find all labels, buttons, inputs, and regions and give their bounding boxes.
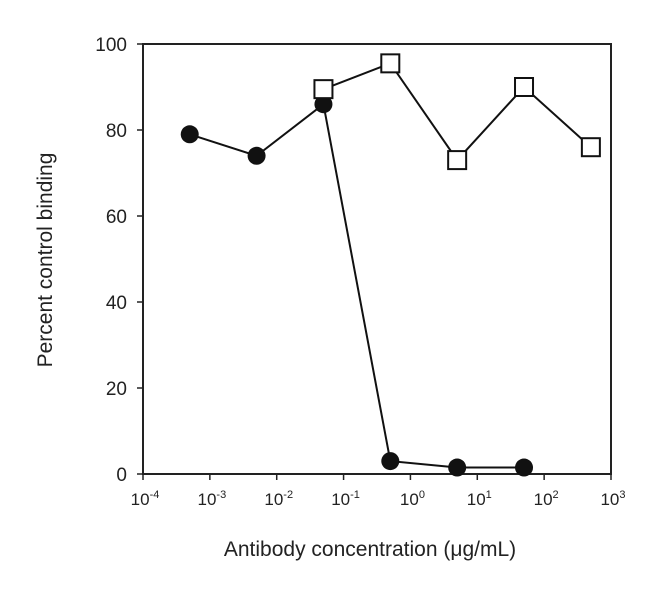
x-tick-exponent: -4 bbox=[150, 489, 160, 501]
data-point-circle bbox=[247, 146, 266, 165]
y-axis-label: Percent control binding bbox=[34, 153, 57, 368]
data-point-square bbox=[380, 53, 401, 74]
x-tick-exponent: 1 bbox=[486, 489, 492, 501]
data-point-square bbox=[514, 77, 535, 97]
data-point-circle bbox=[448, 458, 467, 477]
data-point-circle bbox=[381, 452, 400, 471]
data-point-square bbox=[313, 79, 334, 100]
x-tick-label: 10-3 bbox=[198, 489, 227, 509]
x-tick-base: 10 bbox=[467, 490, 486, 509]
x-tick-exponent: 2 bbox=[553, 489, 559, 501]
data-point-square bbox=[447, 150, 468, 171]
x-tick-base: 10 bbox=[264, 490, 283, 509]
x-tick-exponent: 0 bbox=[419, 489, 425, 501]
x-tick-exponent: -2 bbox=[283, 489, 293, 501]
open-squares-line bbox=[323, 62, 592, 162]
x-tick-exponent: 3 bbox=[619, 489, 625, 501]
x-tick-base: 10 bbox=[331, 490, 350, 509]
x-tick-exponent: -3 bbox=[216, 489, 226, 501]
y-tick-label: 40 bbox=[106, 293, 127, 314]
plot-frame bbox=[142, 43, 612, 475]
x-tick-label: 100 bbox=[400, 489, 425, 509]
data-point-circle bbox=[515, 458, 534, 477]
x-tick-base: 10 bbox=[600, 490, 619, 509]
y-tick-label: 60 bbox=[106, 207, 127, 228]
x-tick-exponent: -1 bbox=[350, 489, 360, 501]
filled-circles-line bbox=[189, 102, 525, 469]
data-point-square bbox=[580, 137, 601, 158]
y-tick-label: 20 bbox=[106, 379, 127, 400]
x-tick-base: 10 bbox=[198, 490, 217, 509]
x-tick-label: 10-1 bbox=[331, 489, 360, 509]
data-point-circle bbox=[180, 125, 199, 144]
x-tick-label: 10-2 bbox=[264, 489, 293, 509]
x-tick-label: 102 bbox=[534, 489, 559, 509]
x-tick-label: 101 bbox=[467, 489, 492, 509]
y-tick-label: 100 bbox=[95, 35, 127, 56]
y-tick-label: 0 bbox=[116, 465, 127, 486]
y-tick-label: 80 bbox=[106, 121, 127, 142]
x-axis-label: Antibody concentration (μg/mL) bbox=[224, 538, 516, 561]
x-tick-base: 10 bbox=[534, 490, 553, 509]
data-point-circle bbox=[314, 95, 333, 114]
x-tick-label: 103 bbox=[600, 489, 625, 509]
x-tick-base: 10 bbox=[400, 490, 419, 509]
x-tick-label: 10-4 bbox=[131, 489, 160, 509]
x-tick-base: 10 bbox=[131, 490, 150, 509]
